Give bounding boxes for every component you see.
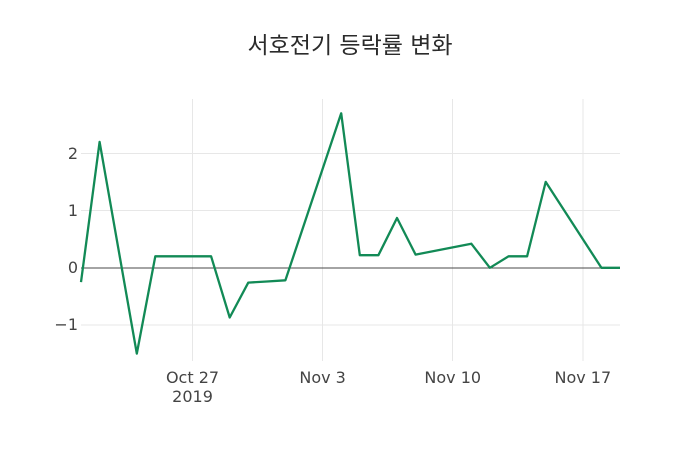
chart-title: 서호전기 등락률 변화 (247, 33, 453, 59)
x-tick-label: Nov 17 (523, 368, 643, 387)
y-tick-label: 1 (67, 201, 78, 221)
x-tick-label-date: Nov 17 (554, 368, 612, 387)
x-tick-label: Oct 27 2019 (133, 368, 253, 406)
x-tick-label-date: Nov 3 (299, 368, 346, 387)
x-tick-label-date: Nov 10 (424, 368, 482, 387)
x-tick-label-date: Oct 27 (165, 368, 220, 387)
x-tick-label: Nov 3 (263, 368, 383, 387)
price-change-line (79, 112, 620, 355)
y-tick-label: −1 (54, 315, 78, 335)
line-plot (79, 99, 620, 361)
x-tick-label-year: 2019 (172, 387, 213, 406)
y-tick-label: 2 (67, 143, 78, 163)
y-tick-label: 0 (67, 258, 78, 278)
x-tick-label: Nov 10 (393, 368, 513, 387)
